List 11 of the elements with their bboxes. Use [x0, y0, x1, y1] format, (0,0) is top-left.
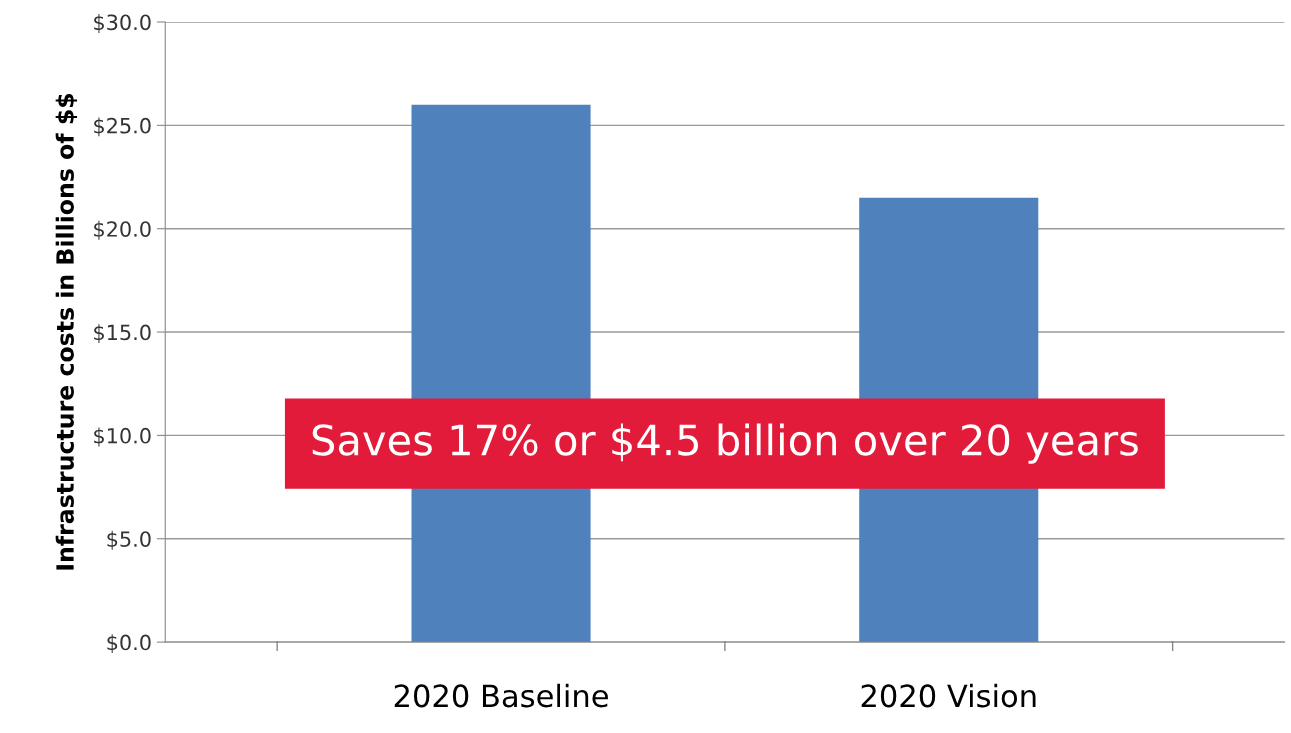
y-tick-label: $30.0 [94, 14, 151, 33]
y-axis-title: Infrastructure costs in Billions of $$ [55, 93, 78, 570]
x-tick-label: 2020 Vision [861, 683, 1036, 708]
y-tick-label: $10.0 [94, 427, 151, 447]
annotation: Saves 17% or $4.5 billion over 20 years [312, 423, 1138, 464]
y-tick-label: $0.0 [107, 634, 151, 654]
y-tick-label: $5.0 [107, 530, 151, 550]
y-tick-label: $20.0 [94, 220, 151, 240]
x-tick-label: 2020 Baseline [394, 683, 608, 708]
y-tick-label: $25.0 [94, 117, 151, 137]
y-tick-label: $15.0 [94, 324, 151, 344]
